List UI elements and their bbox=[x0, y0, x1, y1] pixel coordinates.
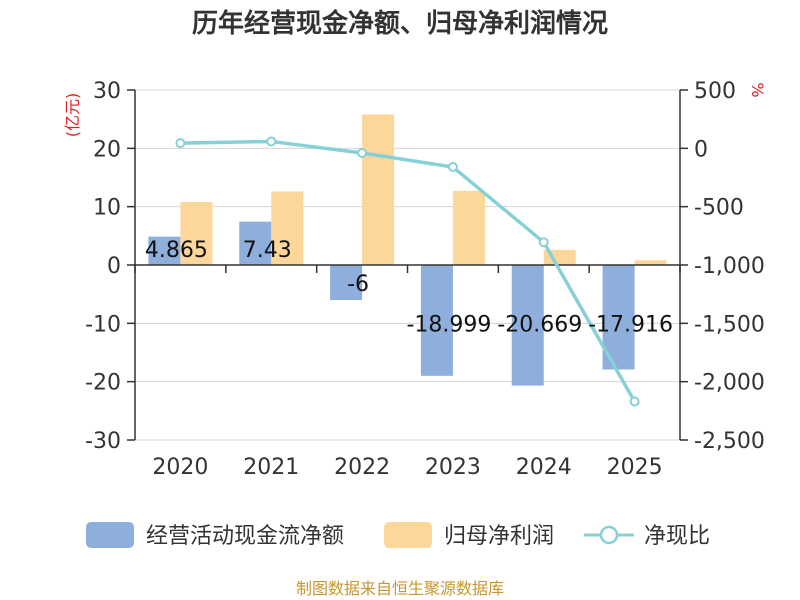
right-axis-unit: % bbox=[748, 82, 767, 97]
ratio-point bbox=[447, 162, 458, 172]
ratio-point bbox=[266, 136, 277, 147]
profit-bar bbox=[180, 202, 213, 265]
right-tick-label: 0 bbox=[694, 137, 708, 162]
chart-title: 历年经营现金净额、归母净利润情况 bbox=[192, 8, 608, 39]
ratio-point bbox=[357, 148, 368, 158]
cashflow-data-label: -17.916 bbox=[588, 312, 673, 337]
left-axis-unit: (亿元) bbox=[63, 93, 82, 138]
legend-swatch-cashflow bbox=[86, 522, 134, 548]
legend-swatch-profit bbox=[384, 522, 432, 548]
x-tick-label: 2024 bbox=[516, 455, 572, 480]
cashflow-data-label: -6 bbox=[347, 272, 369, 297]
legend-label-ratio: 净现比 bbox=[644, 524, 710, 549]
x-tick-label: 2021 bbox=[243, 455, 299, 480]
ratio-point bbox=[175, 138, 186, 149]
legend-swatch-ratio-marker bbox=[599, 525, 619, 545]
right-tick-label: -2,500 bbox=[694, 429, 765, 454]
ratio-point bbox=[629, 396, 640, 407]
right-tick-label: -2,000 bbox=[694, 371, 765, 396]
left-tick-label: -20 bbox=[85, 371, 121, 396]
left-tick-label: 10 bbox=[93, 196, 121, 221]
cashflow-data-label: -18.999 bbox=[406, 312, 491, 337]
left-tick-label: 30 bbox=[93, 79, 121, 104]
right-tick-label: -1,500 bbox=[694, 312, 765, 337]
axes: 30 20 10 0 -10 -20 -30 500 0 -500 -1,000 -1,500 -2,0… bbox=[63, 79, 767, 480]
right-tick-label: -500 bbox=[694, 196, 744, 221]
left-tick-label: -30 bbox=[85, 429, 121, 454]
cashflow-data-label: 7.43 bbox=[243, 238, 292, 263]
left-tick-label: 0 bbox=[107, 254, 121, 279]
x-tick-label: 2020 bbox=[152, 455, 208, 480]
ratio-line-path bbox=[180, 139, 637, 403]
x-tick-label: 2023 bbox=[425, 455, 481, 480]
x-tick-label: 2025 bbox=[607, 455, 663, 480]
legend-label-cashflow: 经营活动现金流净额 bbox=[146, 524, 344, 549]
left-tick-label: -10 bbox=[85, 312, 121, 337]
source-note: 制图数据来自恒生聚源数据库 bbox=[296, 579, 504, 598]
profit-bar bbox=[452, 190, 485, 265]
right-tick-label: -1,000 bbox=[694, 254, 765, 279]
cashflow-bar bbox=[420, 265, 453, 376]
cashflow-data-label: -20.669 bbox=[497, 312, 582, 337]
left-tick-label: 20 bbox=[93, 137, 121, 162]
bars bbox=[148, 114, 667, 386]
profit-bar bbox=[362, 114, 395, 265]
profit-bar bbox=[271, 191, 304, 265]
right-tick-label: 500 bbox=[694, 79, 736, 104]
cashflow-bar bbox=[511, 265, 544, 386]
x-tick-label: 2022 bbox=[334, 455, 390, 480]
ratio-point bbox=[538, 237, 549, 248]
cashflow-bar bbox=[148, 236, 181, 265]
ratio-line bbox=[175, 136, 640, 407]
profit-bar bbox=[634, 260, 667, 265]
legend-label-profit: 归母净利润 bbox=[444, 524, 554, 549]
legend: 经营活动现金流净额 归母净利润 净现比 bbox=[86, 522, 710, 549]
cashflow-data-label: 4.865 bbox=[145, 238, 208, 263]
cashflow-bar bbox=[330, 265, 363, 300]
data-labels: 4.865 7.43 -6 -18.999 -20.669 -17.916 bbox=[145, 238, 673, 337]
cashflow-bar bbox=[239, 221, 272, 265]
